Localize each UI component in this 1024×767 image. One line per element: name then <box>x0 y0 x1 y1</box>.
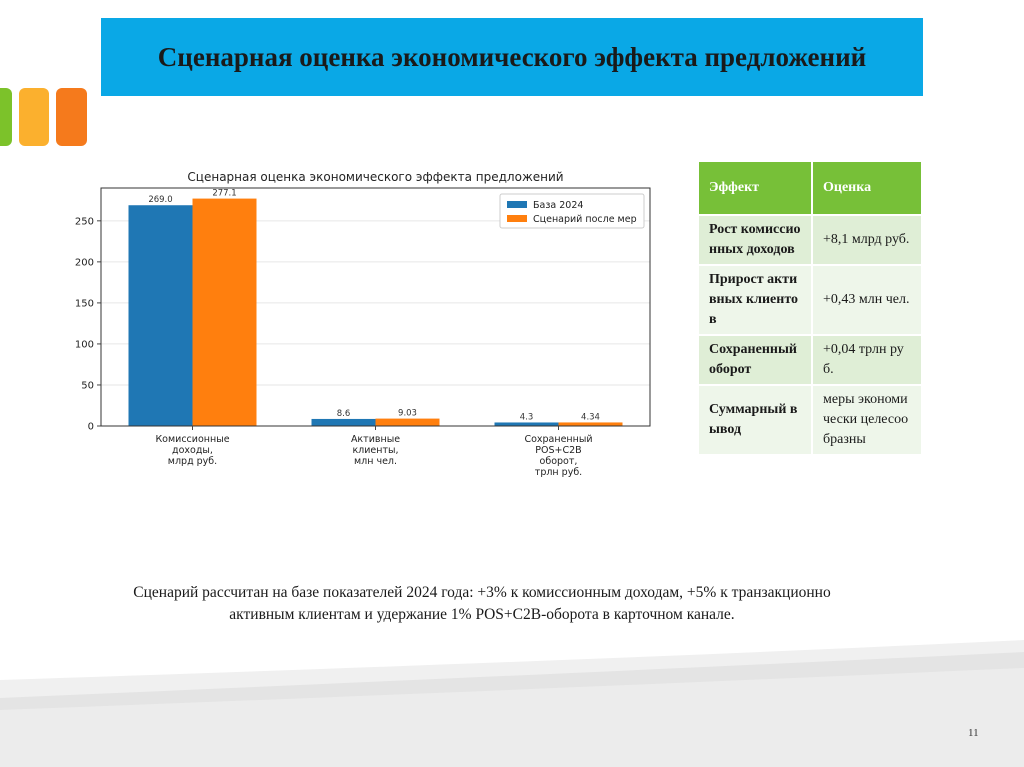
table-cell-estimate: +8,1 млрд руб. <box>811 214 923 266</box>
legend-swatch <box>507 215 527 222</box>
x-tick-label: трлн руб. <box>535 467 582 478</box>
table-cell-effect: Рост комиссионных доходов <box>697 214 813 266</box>
table-cell-estimate: меры экономически целесообразны <box>811 384 923 456</box>
legend-swatch <box>507 201 527 208</box>
bar-base <box>494 422 559 426</box>
decor-orange-block <box>56 88 87 146</box>
x-tick-label: млрд руб. <box>168 456 217 467</box>
x-tick-label: оборот, <box>540 456 578 467</box>
data-label: 4.3 <box>520 412 534 422</box>
effect-table: Эффект Оценка Рост комиссионных доходов … <box>697 160 923 456</box>
table-cell-effect: Сохраненный оборот <box>697 334 813 386</box>
page-number: 11 <box>968 727 979 739</box>
decor-green-block <box>0 88 12 146</box>
data-label: 4.34 <box>581 412 600 422</box>
bar-chart-svg: Сценарная оценка экономического эффекта … <box>75 170 651 478</box>
table-row: Суммарный вывод меры экономически целесо… <box>697 384 923 456</box>
table-cell-effect: Прирост активных клиентов <box>697 264 813 336</box>
legend-label: Сценарий после мер <box>533 214 637 225</box>
chart-title: Сценарная оценка экономического эффекта … <box>187 170 563 184</box>
data-label: 269.0 <box>148 195 172 205</box>
bar-chart: Сценарная оценка экономического эффекта … <box>68 158 668 490</box>
x-tick-label: млн чел. <box>354 456 397 467</box>
y-tick-label: 200 <box>75 257 94 268</box>
table-header-row: Эффект Оценка <box>697 160 923 216</box>
table-header-estimate: Оценка <box>811 160 923 216</box>
table-cell-effect: Суммарный вывод <box>697 384 813 456</box>
table-cell-estimate: +0,04 трлн руб. <box>811 334 923 386</box>
slide-title-bar: Сценарная оценка экономического эффекта … <box>101 18 923 96</box>
x-tick-label: Сохраненный <box>524 434 592 445</box>
x-tick-label: POS+C2B <box>535 445 581 456</box>
footer-wave <box>0 640 1024 767</box>
table-cell-estimate: +0,43 млн чел. <box>811 264 923 336</box>
bar-scenario <box>192 198 257 426</box>
data-label: 277.1 <box>212 189 236 199</box>
x-tick-label: клиенты, <box>352 445 398 456</box>
slide-title: Сценарная оценка экономического эффекта … <box>157 42 867 72</box>
y-tick-label: 250 <box>75 216 94 227</box>
table-row: Рост комиссионных доходов +8,1 млрд руб. <box>697 214 923 266</box>
x-tick-label: Активные <box>351 434 400 445</box>
y-tick-label: 0 <box>88 422 94 433</box>
bar-base <box>128 205 193 426</box>
x-tick-label: доходы, <box>172 445 213 456</box>
bar-scenario <box>375 418 440 426</box>
scenario-note: Сценарий рассчитан на базе показателей 2… <box>133 584 831 623</box>
table-header-effect: Эффект <box>697 160 813 216</box>
data-label: 9.03 <box>398 409 417 419</box>
y-tick-label: 150 <box>75 298 94 309</box>
bar-base <box>311 418 376 426</box>
legend-label: База 2024 <box>533 200 583 211</box>
legend-box <box>499 193 645 229</box>
decor-yellow-block <box>19 88 49 146</box>
table-row: Прирост активных клиентов +0,43 млн чел. <box>697 264 923 336</box>
y-tick-label: 50 <box>81 380 94 391</box>
table-row: Сохраненный оборот +0,04 трлн руб. <box>697 334 923 386</box>
bar-scenario <box>558 422 623 426</box>
y-tick-label: 100 <box>75 339 94 350</box>
x-tick-label: Комиссионные <box>155 434 229 445</box>
data-label: 8.6 <box>337 409 351 419</box>
